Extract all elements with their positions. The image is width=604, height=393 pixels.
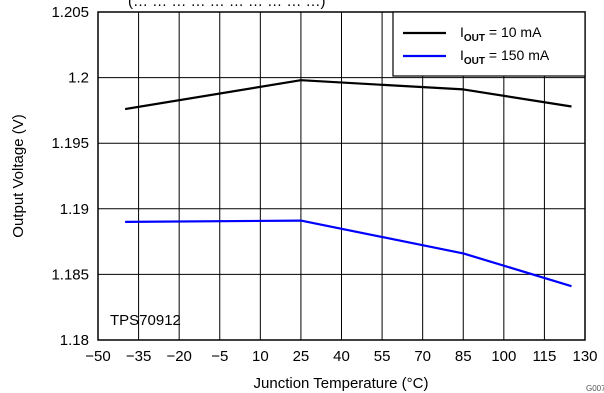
- y-tick-label: 1.2: [68, 70, 89, 87]
- series-line-10ma: [124, 79, 572, 111]
- y-tick-labels: 1.18 1.185 1.19 1.195 1.2 1.205: [51, 4, 89, 349]
- x-tick-label: 70: [414, 348, 431, 365]
- x-tick-label: 10: [252, 348, 269, 365]
- x-tick-label: −35: [126, 348, 151, 365]
- figure-id: G007: [586, 384, 604, 393]
- series-layer: [124, 79, 572, 288]
- x-tick-label: −50: [85, 348, 110, 365]
- x-tick-label: 25: [293, 348, 310, 365]
- legend: IOUT = 10 mA IOUT = 150 mA: [392, 11, 586, 77]
- x-tick-label: 85: [455, 348, 472, 365]
- y-tick-label: 1.18: [60, 332, 89, 349]
- x-tick-label: 55: [374, 348, 391, 365]
- x-tick-label: 100: [491, 348, 516, 365]
- y-tick-label: 1.19: [60, 201, 89, 218]
- y-tick-label: 1.205: [51, 4, 89, 21]
- y-tick-label: 1.195: [51, 135, 89, 152]
- plot-frame: [97, 11, 586, 341]
- series-line-150ma: [125, 219, 572, 288]
- x-tick-label: 40: [333, 348, 350, 365]
- y-tick-label: 1.185: [51, 266, 89, 283]
- x-axis-label: Junction Temperature (°C): [254, 375, 429, 392]
- x-tick-label: −20: [166, 348, 191, 365]
- x-tick-label: 130: [572, 348, 597, 365]
- x-tick-label: −5: [211, 348, 228, 365]
- legend-box: [392, 11, 586, 77]
- x-tick-label: 115: [532, 348, 556, 365]
- device-annotation: TPS70912: [110, 312, 181, 329]
- top-text-fragment: (… … … … … … … … … …): [128, 0, 326, 10]
- x-tick-labels: −50 −35 −20 −5 10 25 40 55 70 85 100 115 130: [85, 348, 597, 365]
- legend-label-150ma: IOUT = 150 mA: [460, 47, 550, 67]
- legend-label-10ma: IOUT = 10 mA: [460, 24, 542, 44]
- y-axis-label: Output Voltage (V): [10, 114, 27, 237]
